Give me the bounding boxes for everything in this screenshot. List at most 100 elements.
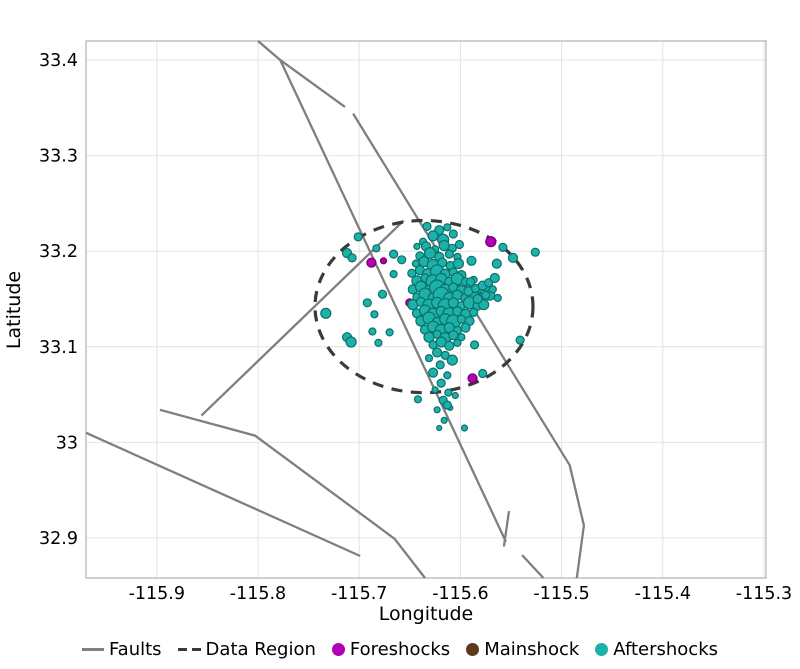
- aftershock-point: [389, 270, 398, 279]
- aftershock-point: [427, 230, 439, 242]
- aftershock-point: [447, 297, 459, 309]
- aftershock-point: [436, 424, 443, 432]
- aftershock-point: [433, 406, 441, 414]
- fault-line: [85, 431, 361, 558]
- aftershock-point: [374, 338, 383, 347]
- aftershock-point: [432, 347, 443, 358]
- aftershock-point: [372, 244, 381, 253]
- data-region-layer: [313, 218, 535, 395]
- aftershock-point: [413, 242, 421, 250]
- aftershock-point: [443, 371, 452, 380]
- aftershock-point: [470, 340, 480, 350]
- x-axis-tick-labels: -115.9 -115.8 -115.7 -115.6 -115.5 -115.4 -115…: [129, 584, 793, 604]
- foreshock-point: [379, 257, 388, 265]
- legend-label: Data Region: [205, 639, 316, 660]
- aftershock-point: [345, 336, 357, 348]
- aftershock-point: [385, 328, 394, 337]
- x-tick-label: -115.6: [432, 584, 488, 604]
- fault-line: [521, 554, 545, 579]
- aftershock-point: [469, 307, 479, 317]
- legend-label: Aftershocks: [613, 639, 719, 660]
- aftershock-point: [443, 223, 452, 232]
- y-axis-title: Latitude: [3, 270, 25, 350]
- fault-lines-layer: [85, 40, 586, 579]
- y-tick-label: 33.1: [39, 338, 78, 358]
- aftershock-point: [347, 253, 357, 263]
- y-tick-label: 32.9: [39, 529, 78, 549]
- aftershock-point: [377, 289, 388, 299]
- aftershock-point: [444, 388, 453, 397]
- aftershock-point: [428, 367, 439, 378]
- aftershock-point: [436, 378, 446, 388]
- legend: Faults Data Region Foreshocks Mainshock Afte…: [0, 639, 800, 660]
- x-axis-title: Longitude: [378, 603, 474, 625]
- fault-line: [352, 112, 586, 579]
- y-tick-label: 33: [56, 433, 78, 453]
- aftershock-point: [481, 290, 491, 300]
- y-tick-label: 33.2: [39, 242, 78, 262]
- legend-item-aftershocks: Aftershocks: [595, 639, 718, 660]
- y-tick-label: 33.4: [39, 51, 78, 71]
- legend-item-foreshocks: Foreshocks: [331, 639, 451, 660]
- aftershock-point: [362, 298, 372, 308]
- aftershock-point: [452, 258, 464, 270]
- aftershock-point: [456, 314, 466, 324]
- legend-item-mainshock: Mainshock: [466, 639, 579, 660]
- aftershock-point: [446, 354, 458, 366]
- aftershock-point: [507, 252, 519, 263]
- plot-frame: [85, 40, 767, 579]
- aftershock-point: [423, 247, 437, 260]
- fault-line: [502, 510, 511, 547]
- legend-dot-marker: [595, 643, 609, 656]
- foreshock-point: [485, 236, 497, 248]
- aftershock-point: [444, 249, 454, 259]
- aftershock-point: [488, 285, 497, 294]
- aftershock-point: [491, 258, 502, 269]
- aftershock-point: [457, 333, 466, 342]
- legend-item-faults: Faults: [81, 639, 162, 660]
- aftershock-point: [431, 386, 439, 394]
- aftershock-point: [465, 277, 476, 287]
- aftershock-point: [440, 416, 448, 424]
- aftershock-point: [413, 395, 422, 404]
- aftershock-point: [451, 391, 459, 400]
- aftershock-point: [515, 335, 525, 345]
- aftershock-point: [440, 350, 450, 360]
- plot-border: [85, 40, 767, 579]
- aftershock-point: [448, 229, 458, 239]
- aftershock-point: [453, 338, 462, 347]
- legend-item-data-region: Data Region: [177, 639, 316, 660]
- aftershock-point: [466, 255, 477, 266]
- aftershock-point: [460, 424, 469, 432]
- aftershock-point: [353, 232, 363, 242]
- legend-label: Foreshocks: [349, 639, 451, 660]
- aftershock-point: [422, 221, 432, 231]
- fault-line: [200, 219, 405, 417]
- foreshock-point: [467, 373, 478, 384]
- foreshock-point: [366, 257, 377, 268]
- x-tick-label: -115.4: [635, 584, 691, 604]
- fault-line: [159, 408, 426, 579]
- aftershock-point: [489, 272, 500, 284]
- fault-line: [279, 59, 346, 108]
- legend-dash-marker: [177, 647, 201, 652]
- gridlines: [86, 41, 766, 578]
- aftershock-point: [397, 255, 407, 265]
- x-tick-label: -115.3: [736, 584, 792, 604]
- x-tick-label: -115.9: [129, 584, 185, 604]
- y-tick-label: 33.3: [39, 147, 78, 167]
- aftershock-point: [498, 242, 508, 252]
- data-region-ellipse: [313, 218, 535, 395]
- legend-dot-marker: [331, 643, 345, 656]
- y-axis-tick-labels: 33.4 33.3 33.2 33.1 33 32.9: [39, 51, 78, 549]
- aftershock-point: [442, 400, 452, 410]
- aftershock-point: [454, 239, 464, 250]
- earthquake-points-layer: [320, 221, 540, 432]
- aftershock-point: [370, 310, 379, 319]
- aftershock-point: [448, 330, 459, 341]
- x-tick-label: -115.7: [331, 584, 387, 604]
- aftershock-point: [444, 340, 455, 351]
- aftershock-point: [435, 360, 445, 370]
